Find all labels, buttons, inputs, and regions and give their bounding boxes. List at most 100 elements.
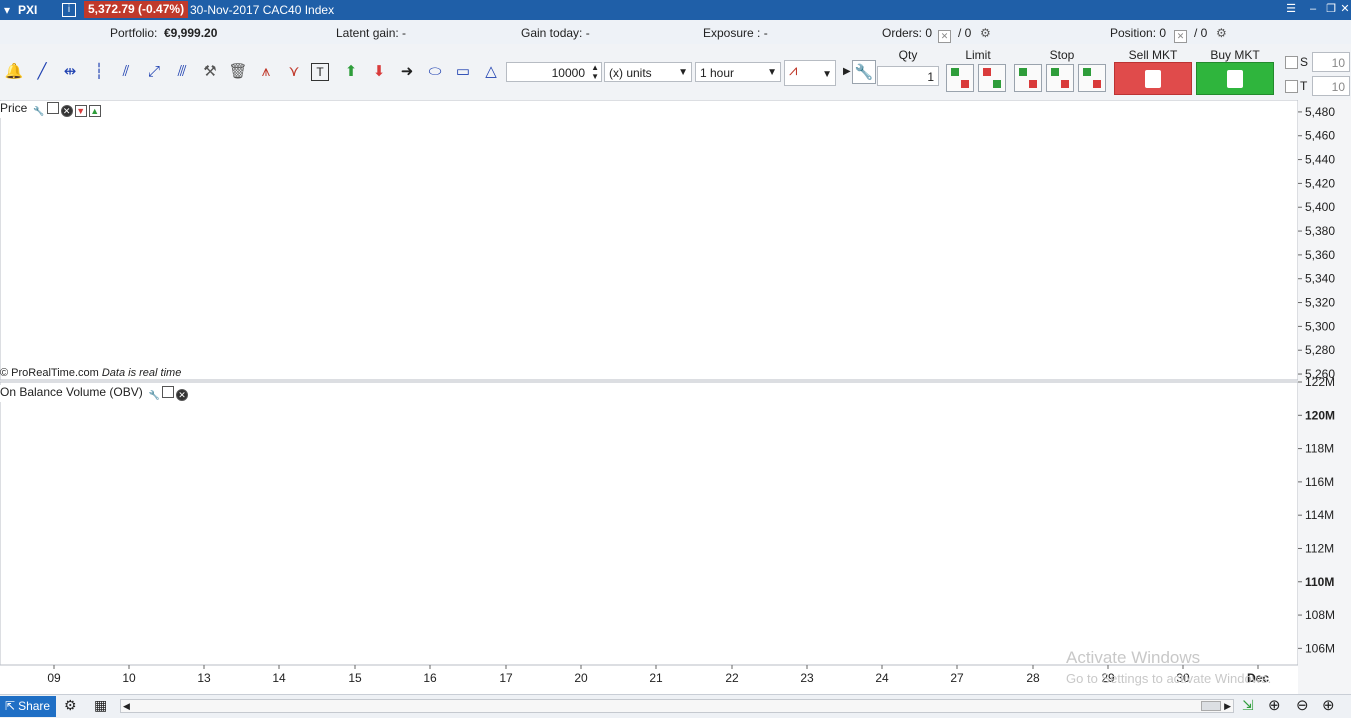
- obv-maximize-icon[interactable]: [162, 386, 175, 398]
- price-y-tick-label: 5,300: [1305, 319, 1335, 333]
- position-count: / 0: [1194, 26, 1208, 40]
- restore-icon[interactable]: ❐: [1326, 3, 1336, 15]
- price-panel-header: Price 🔧 ✕ ▼ ▲: [0, 101, 101, 118]
- parallel-lines-icon[interactable]: ⫻: [177, 62, 187, 80]
- ray-icon[interactable]: ⤢: [147, 62, 160, 80]
- price-y-tick-label: 5,280: [1305, 343, 1335, 357]
- limit-buy-button[interactable]: [946, 64, 974, 92]
- chart-area[interactable]: 5,4425,3945,380 5,4805,4605,4405,4205,40…: [0, 100, 1351, 694]
- collapse-arrow-icon[interactable]: ▶: [843, 66, 851, 77]
- price-y-tick-label: 5,480: [1305, 105, 1335, 119]
- share-button[interactable]: ⇱ Share: [0, 696, 56, 717]
- stop-buy-button[interactable]: [1014, 64, 1042, 92]
- stop-bracket-button[interactable]: [1078, 64, 1106, 92]
- t-checkbox[interactable]: [1285, 80, 1298, 93]
- gain-today: Gain today: -: [521, 26, 590, 40]
- scroll-left-icon[interactable]: ◀: [123, 701, 130, 711]
- x-tick-label: 21: [649, 671, 663, 685]
- layout-icon[interactable]: ▦: [94, 697, 108, 713]
- position-settings-icon[interactable]: ⚙: [1216, 26, 1227, 40]
- horizontal-scrollbar[interactable]: ◀ ▶: [120, 699, 1234, 713]
- obv-frame: [0, 381, 1299, 666]
- sell-mkt-button[interactable]: [1114, 62, 1192, 95]
- obv-y-tick-label: 112M: [1305, 541, 1334, 555]
- x-tick-label: 30: [1176, 671, 1190, 685]
- timeframe-chevron-down-icon: ▼: [767, 67, 777, 78]
- alert-bell-icon[interactable]: 🔔: [4, 63, 24, 80]
- text-tool-icon[interactable]: T: [311, 63, 329, 81]
- qty-label: Qty: [898, 48, 918, 62]
- arrow-right-icon[interactable]: ➜: [400, 63, 414, 80]
- fibonacci-icon[interactable]: ⩚: [261, 62, 271, 80]
- timeframe-select[interactable]: 1 hour ▼: [695, 62, 781, 82]
- x-tick-label: 14: [272, 671, 286, 685]
- triangle-icon[interactable]: △: [485, 63, 497, 80]
- title-bar: ▾ PXI i 5,372.79 (-0.47%) 30-Nov-2017 CA…: [0, 0, 1351, 20]
- menu-icon[interactable]: ☰: [1286, 3, 1296, 15]
- s-checkbox[interactable]: [1285, 56, 1298, 69]
- price-move-down-icon[interactable]: ▼: [74, 105, 87, 117]
- ellipse-icon[interactable]: ⬭: [428, 62, 442, 80]
- share-icon: ⇱: [5, 699, 16, 713]
- app-name: PXI: [18, 3, 38, 17]
- rectangle-icon[interactable]: ▭: [455, 63, 471, 80]
- price-y-tick-label: 5,400: [1305, 200, 1335, 214]
- arrow-down-icon[interactable]: ⬇: [372, 63, 386, 80]
- price-move-up-icon[interactable]: ▲: [88, 105, 101, 117]
- s-label: S: [1300, 55, 1309, 69]
- obv-y-tick-label: 108M: [1305, 608, 1335, 622]
- zoom-out-icon[interactable]: ⊖: [1296, 697, 1309, 714]
- price-y-tick-label: 5,320: [1305, 296, 1335, 310]
- obv-wrench-icon[interactable]: 🔧: [148, 390, 160, 400]
- price-maximize-icon[interactable]: [46, 102, 59, 114]
- obv-y-tick-label: 114M: [1305, 508, 1334, 522]
- buy-mkt-label: Buy MKT: [1210, 48, 1260, 62]
- price-y-tick-label: 5,420: [1305, 176, 1335, 190]
- wrench-icon[interactable]: 🔧: [852, 60, 876, 84]
- price-wrench-icon[interactable]: 🔧: [33, 106, 45, 116]
- orders-cancel-icon[interactable]: ✕: [938, 30, 951, 43]
- obv-y-tick-label: 110M: [1305, 575, 1334, 589]
- arrow-up-icon[interactable]: ⬆: [344, 63, 358, 80]
- price-y-tick-label: 5,260: [1305, 367, 1335, 381]
- x-tick-label: 28: [1026, 671, 1040, 685]
- units-select[interactable]: (x) units ▼: [604, 62, 692, 82]
- quantity-input[interactable]: 10000 ▲ ▼: [506, 62, 602, 82]
- quantity-stepper-icon[interactable]: ▲ ▼: [591, 63, 599, 81]
- t-input[interactable]: 10: [1312, 76, 1350, 96]
- zoom-fit-icon[interactable]: ⊕: [1268, 697, 1281, 714]
- stop-label: Stop: [1049, 48, 1075, 62]
- price-close-icon[interactable]: ✕: [60, 105, 73, 117]
- x-tick-label: 09: [47, 671, 61, 685]
- scroll-right-icon[interactable]: ▶: [1224, 701, 1231, 711]
- credit-text: © ProRealTime.com: [0, 367, 99, 379]
- close-icon[interactable]: ✕: [1340, 3, 1350, 15]
- trendline-icon[interactable]: ╱: [37, 63, 47, 80]
- obv-close-icon[interactable]: ✕: [176, 389, 189, 401]
- fan-icon[interactable]: ⋎: [288, 63, 300, 80]
- horizontal-line-icon[interactable]: ⇹: [63, 63, 77, 80]
- scale-settings-icon[interactable]: ⚙: [64, 697, 77, 713]
- position-cancel-icon[interactable]: ✕: [1174, 30, 1187, 43]
- minimize-icon[interactable]: –: [1309, 3, 1317, 15]
- orders-settings-icon[interactable]: ⚙: [980, 26, 991, 40]
- channel-icon[interactable]: ⫽: [122, 62, 130, 80]
- zoom-in-icon[interactable]: ⊕: [1322, 697, 1335, 714]
- menu-chevron-icon[interactable]: ▾: [4, 3, 11, 17]
- s-input[interactable]: 10: [1312, 52, 1350, 72]
- limit-sell-button[interactable]: [978, 64, 1006, 92]
- fit-icon[interactable]: ⇲: [1242, 697, 1254, 713]
- obv-panel-header: On Balance Volume (OBV) 🔧 ✕: [0, 385, 189, 402]
- indicators-button[interactable]: ⩘ ▼: [784, 60, 836, 86]
- buy-mkt-button[interactable]: [1196, 62, 1274, 95]
- stop-sell-button[interactable]: [1046, 64, 1074, 92]
- price-y-tick-label: 5,380: [1305, 224, 1335, 238]
- tools-icon[interactable]: ⚒: [203, 63, 217, 80]
- scrollbar-thumb[interactable]: [1201, 701, 1221, 711]
- qty-input[interactable]: 1: [877, 66, 939, 86]
- activation-watermark-title: Activate Windows: [1066, 648, 1201, 667]
- info-icon[interactable]: i: [62, 3, 76, 17]
- vertical-line-icon[interactable]: ┆: [94, 63, 104, 80]
- trash-icon[interactable]: 🗑: [228, 63, 248, 80]
- price-frame: [0, 100, 1299, 381]
